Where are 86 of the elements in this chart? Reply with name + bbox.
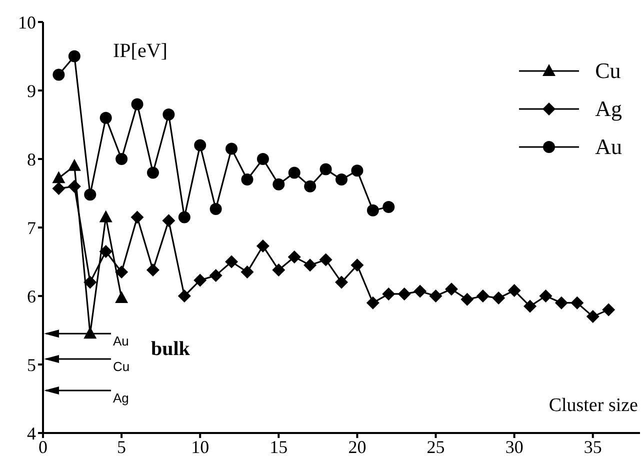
point: [429, 290, 442, 302]
point: [492, 292, 506, 305]
point: [336, 174, 348, 186]
x-tick-label: 25: [426, 436, 445, 457]
point: [586, 310, 600, 324]
point: [68, 158, 81, 171]
point: [382, 200, 395, 213]
point: [68, 180, 81, 193]
point: [524, 300, 537, 313]
y-axis-title: IP[eV]: [113, 40, 168, 63]
legend-label: Ag: [595, 96, 622, 122]
point: [288, 250, 301, 264]
y-tick-label: 5: [27, 354, 36, 375]
point: [366, 204, 379, 216]
point: [272, 178, 285, 190]
point: [52, 171, 66, 184]
y-tick-label: 6: [27, 286, 36, 306]
ref-line-label: Cu: [113, 359, 130, 374]
point: [84, 276, 97, 289]
point: [115, 291, 128, 304]
point: [476, 290, 490, 302]
point: [226, 142, 238, 155]
x-tick-label: 15: [270, 436, 288, 457]
point: [570, 296, 584, 310]
y-tick-label: 8: [27, 149, 36, 170]
y-tick-label: 10: [18, 12, 36, 32]
point: [444, 282, 458, 296]
point: [146, 263, 160, 276]
x-tick-label: 20: [348, 436, 366, 457]
x-axis-title: Cluster size: [548, 395, 638, 417]
point: [84, 188, 96, 201]
x-tick-label: 5: [117, 436, 126, 457]
point: [162, 214, 176, 228]
point: [99, 244, 112, 258]
point: [116, 153, 128, 165]
point: [382, 287, 396, 300]
point: [241, 174, 254, 186]
point: [209, 268, 222, 282]
x-tick-label: 0: [38, 436, 48, 457]
point: [146, 166, 159, 179]
point: [272, 263, 286, 276]
point: [351, 164, 364, 177]
x-tick-label: 30: [505, 436, 524, 457]
y-tick-label: 9: [27, 80, 36, 101]
point: [256, 239, 270, 252]
legend-label: Au: [595, 134, 622, 160]
point: [320, 163, 332, 176]
ref-line-label: Ag: [113, 390, 129, 406]
point: [602, 303, 616, 316]
point: [460, 292, 474, 306]
point: [68, 50, 80, 62]
point: [210, 203, 222, 216]
point: [288, 166, 300, 179]
point: [335, 276, 348, 289]
x-tick-label: 10: [191, 436, 210, 457]
point: [225, 255, 238, 268]
ref-line-label: Au: [113, 334, 129, 349]
point: [304, 258, 317, 272]
legend-label: Cu: [595, 58, 621, 84]
point: [539, 290, 552, 302]
point: [256, 153, 269, 165]
annotation: bulk: [151, 338, 190, 362]
x-tick-label: 35: [584, 436, 602, 457]
point: [319, 253, 332, 266]
point: [366, 296, 380, 310]
point: [194, 139, 206, 152]
point: [194, 274, 207, 287]
point: [100, 112, 112, 124]
point: [508, 284, 521, 298]
point: [162, 108, 175, 120]
point: [99, 210, 112, 222]
point: [398, 287, 411, 300]
point: [130, 210, 144, 224]
point: [304, 180, 316, 192]
point: [414, 284, 427, 298]
point: [52, 68, 65, 81]
point: [350, 258, 364, 272]
point: [178, 211, 190, 224]
point: [115, 266, 128, 279]
y-tick-label: 7: [27, 218, 36, 238]
point: [131, 98, 144, 110]
point: [178, 290, 191, 302]
point: [52, 182, 66, 195]
point: [240, 266, 254, 279]
point: [554, 296, 568, 310]
y-tick-label: 4: [27, 423, 36, 444]
